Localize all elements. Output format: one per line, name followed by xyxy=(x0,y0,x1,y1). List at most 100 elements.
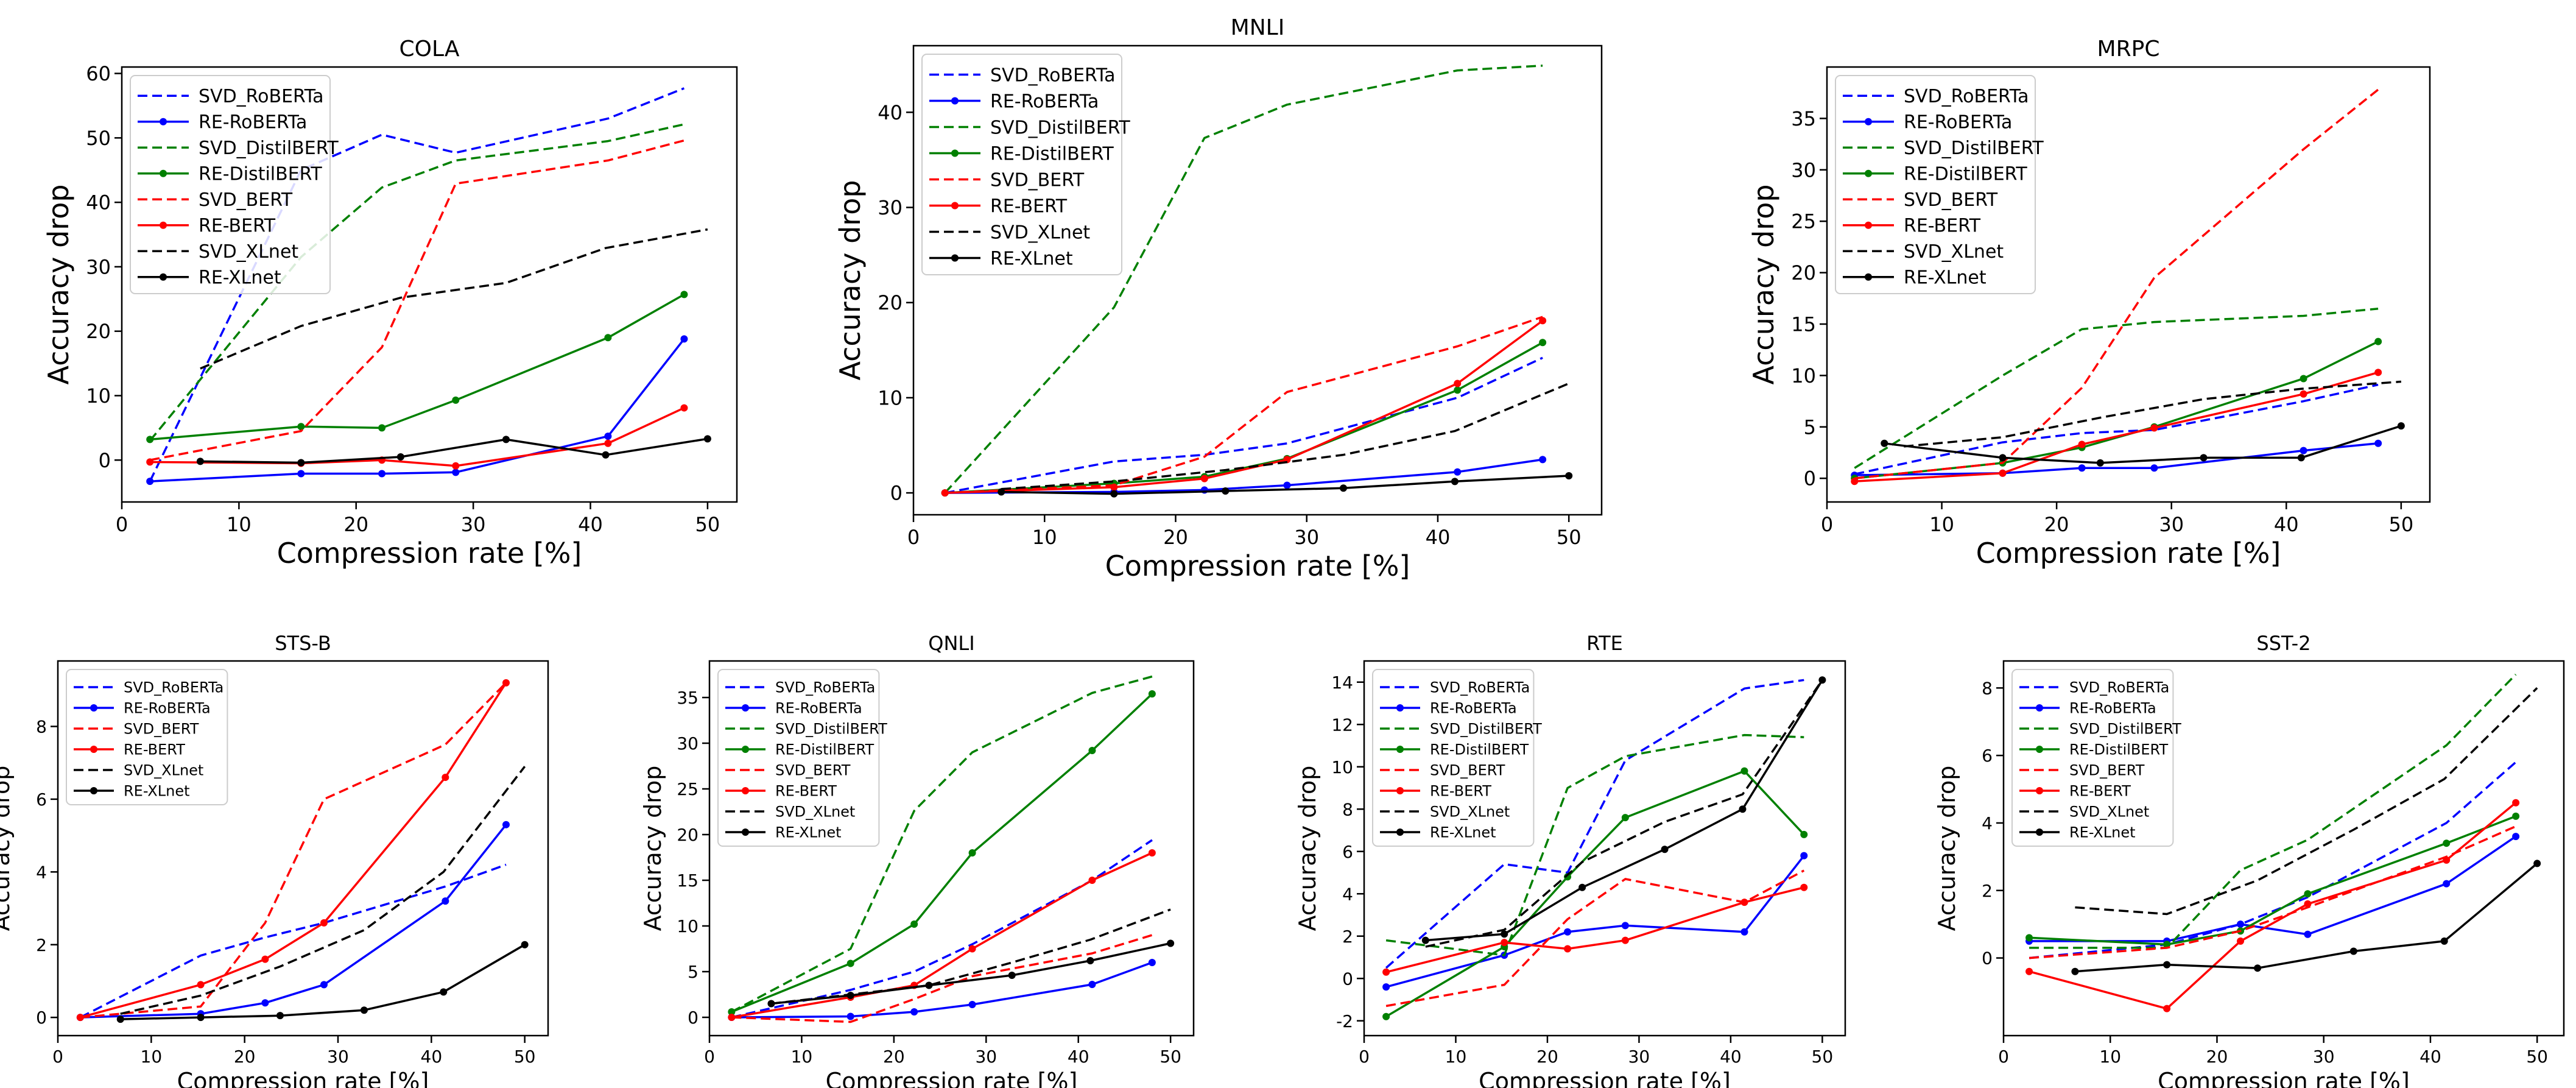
mnli-point-re-distilbert xyxy=(1539,339,1547,347)
sst-2-line-re-xlnet xyxy=(2075,863,2538,973)
cola-legend: SVD_RoBERTa RE-RoBERTa SVD_DistilBERT RE-Di… xyxy=(130,75,339,294)
qnli-line-re-bert xyxy=(731,852,1153,1019)
qnli-y-tick-label: 0 xyxy=(688,1008,699,1028)
qnli-legend-label: RE-BERT xyxy=(775,783,837,800)
mrpc-legend-marker xyxy=(1865,273,1872,281)
sts-b-x-tick-label: 40 xyxy=(421,1047,443,1067)
mrpc-series-re-bert xyxy=(1851,369,2382,486)
mnli-point-re-distilbert xyxy=(1454,386,1462,394)
rte-point-re-roberta xyxy=(1740,928,1748,936)
qnli-x-tick-label: 30 xyxy=(975,1047,997,1067)
rte-series-re-roberta xyxy=(1382,852,1808,991)
rte-x-tick-label: 40 xyxy=(1720,1047,1742,1067)
sst-2-legend-box xyxy=(2011,669,2174,847)
rte-x-tick-label: 10 xyxy=(1445,1047,1467,1067)
sts-b-point-re-roberta xyxy=(502,821,510,828)
sst-2-y-tick-label: 6 xyxy=(1982,746,1993,766)
mrpc-x-tick-label: 20 xyxy=(2044,513,2069,536)
cola-legend-label: SVD_RoBERTa xyxy=(199,86,323,107)
chart-cola: COLA Compression rate [%] Accuracy drop 0 10… xyxy=(42,37,738,570)
cola-x-axis-label: Compression rate [%] xyxy=(277,537,582,570)
sst-2-point-re-bert xyxy=(2237,937,2245,945)
mrpc-y-tick-label: 15 xyxy=(1791,313,1816,336)
qnli-point-re-xlnet xyxy=(925,981,933,989)
qnli-legend-item-re-xlnet: RE-XLnet xyxy=(725,824,842,841)
mnli-point-re-xlnet xyxy=(1110,490,1118,498)
cola-point-re-distilbert xyxy=(452,396,460,404)
cola-point-re-roberta xyxy=(680,335,688,343)
qnli-legend-marker xyxy=(742,746,749,753)
mrpc-series-svd-bert xyxy=(1854,88,2379,479)
cola-legend-marker xyxy=(160,169,167,177)
sts-b-legend-label: SVD_XLnet xyxy=(124,762,203,779)
qnli-plot-area xyxy=(728,675,1175,1023)
sst-2-legend-item-re-xlnet: RE-XLnet xyxy=(2019,824,2136,841)
qnli-line-re-xlnet xyxy=(771,942,1171,1005)
sts-b-x-axis-label: Compression rate [%] xyxy=(177,1068,429,1088)
rte-point-re-roberta xyxy=(1800,852,1808,860)
sst-2-legend-marker xyxy=(2036,828,2043,836)
mrpc-y-axis-label: Accuracy drop xyxy=(1747,184,1780,384)
sst-2-point-re-xlnet xyxy=(2440,937,2448,945)
rte-point-re-distilbert xyxy=(1740,767,1748,775)
qnli-point-re-roberta xyxy=(910,1008,918,1016)
qnli-point-re-bert xyxy=(1088,877,1096,884)
cola-legend-label: RE-DistilBERT xyxy=(199,164,322,185)
mnli-axes-frame xyxy=(912,44,1603,516)
sts-b-legend-item-re-bert: RE-BERT xyxy=(74,741,185,758)
sts-b-x-tick-label: 10 xyxy=(141,1047,163,1067)
mnli-point-re-xlnet xyxy=(998,488,1005,496)
sst-2-line-svd-roberta xyxy=(2029,761,2517,959)
qnli-legend-label: SVD_BERT xyxy=(775,762,851,779)
sst-2-legend-marker xyxy=(2036,787,2043,794)
rte-series-svd-bert xyxy=(1385,869,1805,1008)
cola-legend-item-svd-distilbert: SVD_DistilBERT xyxy=(138,138,339,159)
sts-b-legend-label: RE-RoBERTa xyxy=(124,700,211,717)
qnli-legend-item-re-roberta: RE-RoBERTa xyxy=(725,700,862,717)
mnli-point-re-bert xyxy=(1110,483,1118,491)
sts-b-legend-label: SVD_RoBERTa xyxy=(124,679,223,696)
mnli-line-re-bert xyxy=(945,319,1544,494)
rte-series-re-bert xyxy=(1382,883,1808,976)
mnli-series-re-xlnet xyxy=(998,472,1573,498)
qnli-x-tick-label: 50 xyxy=(1160,1047,1181,1067)
cola-legend-item-svd-roberta: SVD_RoBERTa xyxy=(138,86,323,107)
rte-legend-item-svd-roberta: SVD_RoBERTa xyxy=(1380,679,1530,696)
cola-series-re-distilbert xyxy=(146,291,688,443)
mrpc-point-re-bert xyxy=(2150,424,2158,432)
qnli-point-re-roberta xyxy=(968,1001,976,1008)
qnli-y-tick-label: 25 xyxy=(677,779,699,799)
mrpc-line-svd-distilbert xyxy=(1854,307,2379,469)
rte-point-re-roberta xyxy=(1382,983,1390,991)
sts-b-x-tick-label: 0 xyxy=(52,1047,63,1067)
mrpc-legend-marker xyxy=(1865,221,1872,229)
mrpc-legend-item-svd-xlnet: SVD_XLnet xyxy=(1843,241,2004,263)
rte-chart-title: RTE xyxy=(1586,632,1623,655)
rte-line-svd-roberta xyxy=(1385,679,1804,969)
rte-point-re-bert xyxy=(1740,899,1748,906)
sts-b-line-svd-bert xyxy=(80,682,507,1019)
cola-legend-label: RE-BERT xyxy=(199,216,276,237)
mrpc-legend-box xyxy=(1835,75,2036,294)
mnli-legend-label: SVD_XLnet xyxy=(990,222,1090,243)
rte-line-re-xlnet xyxy=(1425,679,1823,942)
cola-legend-marker xyxy=(160,221,167,229)
sts-b-series-re-xlnet xyxy=(116,941,529,1023)
cola-series-re-roberta xyxy=(146,335,688,486)
mrpc-line-re-xlnet xyxy=(1884,425,2402,464)
cola-line-svd-roberta xyxy=(149,87,685,482)
chart-qnli: QNLI Compression rate [%] Accuracy drop 0 10… xyxy=(639,632,1195,1088)
sst-2-axes-frame xyxy=(2002,660,2565,1037)
rte-line-re-bert xyxy=(1385,886,1804,973)
mnli-line-re-roberta xyxy=(945,458,1543,494)
cola-legend-label: SVD_BERT xyxy=(199,189,293,211)
qnli-line-svd-bert xyxy=(731,934,1153,1023)
qnli-series-svd-bert xyxy=(731,934,1153,1023)
cola-legend-label: SVD_XLnet xyxy=(199,241,298,263)
sts-b-legend-label: RE-BERT xyxy=(124,741,185,758)
qnli-y-axis-label: Accuracy drop xyxy=(639,766,666,931)
mnli-plot-area xyxy=(941,65,1573,498)
mrpc-line-svd-xlnet xyxy=(1904,380,2402,448)
sst-2-point-re-xlnet xyxy=(2071,967,2079,975)
sst-2-series-svd-roberta xyxy=(2029,761,2517,959)
